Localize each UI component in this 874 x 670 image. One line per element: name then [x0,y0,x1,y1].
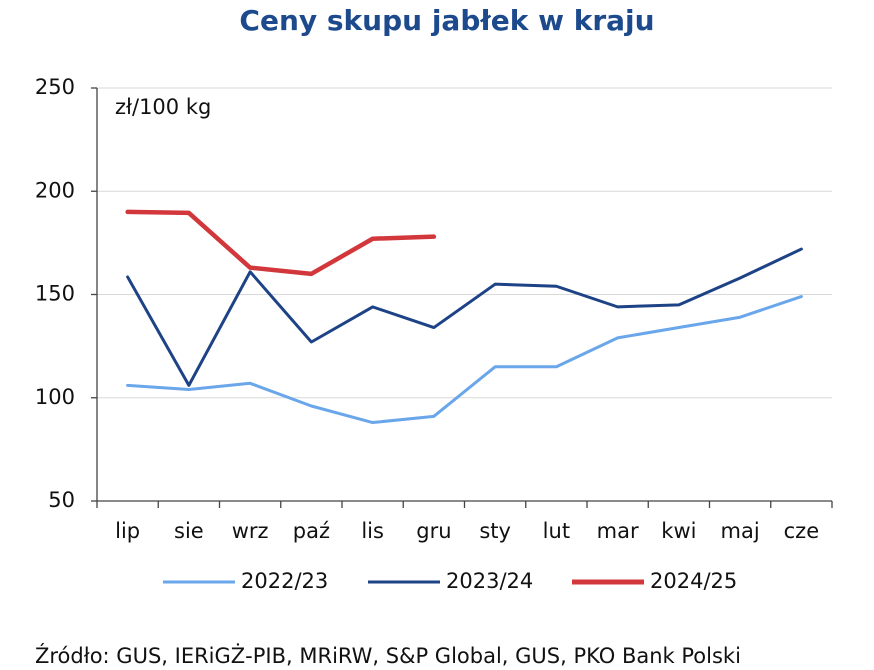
x-tick-label: maj [721,519,760,543]
series-line [126,247,803,387]
series-line [125,209,437,277]
series-line [126,295,803,425]
y-tick-label: 50 [48,488,75,512]
y-tick-label: 250 [35,75,75,99]
unit-annotation: zł/100 kg [115,95,211,119]
x-tick-label: sty [479,519,511,543]
x-tick-label: lip [115,519,140,543]
x-tick-label: cze [784,519,820,543]
source-note: Źródło: GUS, IERiGŻ-PIB, MRiRW, S&P Glob… [35,643,741,668]
x-tick-label: mar [597,519,639,543]
x-tick-label: sie [174,519,204,543]
chart-title: Ceny skupu jabłek w kraju [239,4,654,37]
legend-label: 2024/25 [650,569,737,593]
x-tick-label: wrz [232,519,269,543]
y-tick-label: 150 [35,282,75,306]
y-tick-label: 200 [35,178,75,202]
x-tick-label: lut [543,519,570,543]
legend-label: 2022/23 [241,569,328,593]
y-tick-label: 100 [35,385,75,409]
x-tick-label: gru [416,519,451,543]
x-tick-label: lis [361,519,384,543]
x-tick-label: paź [293,519,330,543]
legend-label: 2023/24 [446,569,533,593]
x-tick-label: kwi [661,519,696,543]
